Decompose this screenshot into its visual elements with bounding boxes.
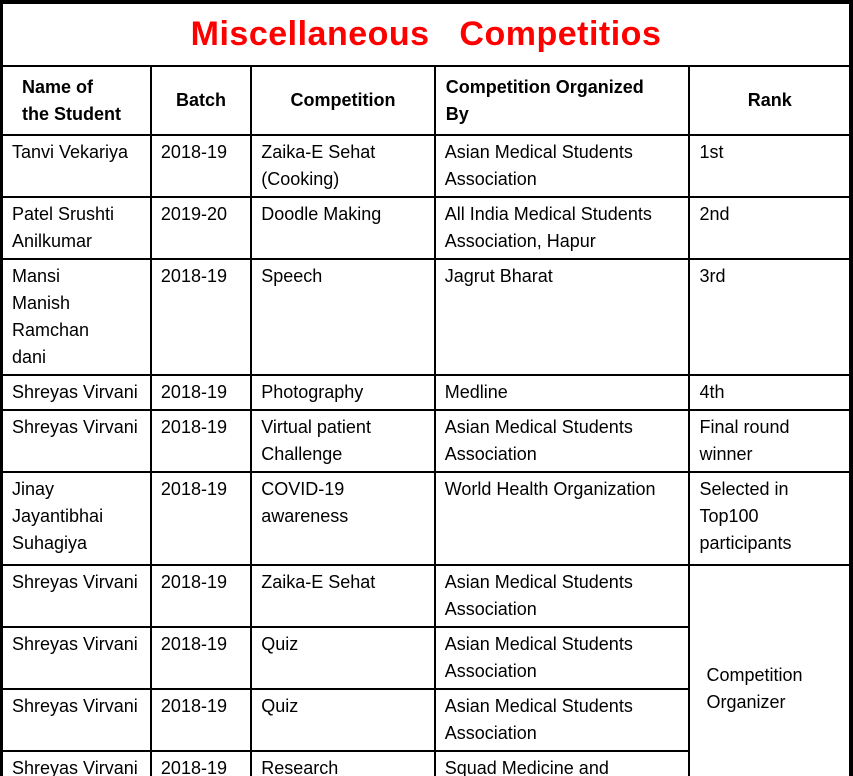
column-header-batch: Batch: [149, 65, 253, 136]
title-cell: Miscellaneous Competitios: [0, 1, 852, 67]
cell-competition: Zaika-E Sehat (Cooking): [250, 134, 436, 198]
cell-organized-by: Medline: [433, 374, 691, 411]
table-row: Shreyas Virvani 2018-19 Virtual patient …: [0, 409, 852, 473]
cell-organized-by: World Health Organization: [433, 471, 691, 566]
cell-organized-by: All India Medical Students Association, …: [433, 196, 691, 260]
cell-batch: 2018-19: [149, 750, 253, 776]
table-row: Tanvi Vekariya 2018-19 Zaika-E Sehat (Co…: [0, 134, 852, 198]
cell-rank: 2nd: [688, 196, 852, 260]
table-row: Shreyas Virvani 2018-19 Quiz Asian Medic…: [0, 626, 852, 690]
table-row: Jinay Jayantibhai Suhagiya 2018-19 COVID…: [0, 471, 852, 566]
cell-student-name: Shreyas Virvani: [0, 750, 152, 776]
column-header-rank: Rank: [688, 65, 852, 136]
title-row: Miscellaneous Competitios: [0, 1, 852, 67]
cell-batch: 2018-19: [149, 134, 253, 198]
cell-rank: Selected in Top100 participants: [688, 471, 852, 566]
table-row: Patel Srushti Anilkumar 2019-20 Doodle M…: [0, 196, 852, 260]
page-title: Miscellaneous Competitios: [190, 15, 662, 53]
cell-batch: 2019-20: [149, 196, 253, 260]
cell-student-name: Mansi Manish Ramchan dani: [0, 258, 152, 376]
table-row: Mansi Manish Ramchan dani 2018-19 Speech…: [0, 258, 852, 376]
cell-student-name: Shreyas Virvani: [0, 409, 152, 473]
cell-batch: 2018-19: [149, 626, 253, 690]
column-header-organized-by: Competition Organized By: [433, 65, 691, 136]
cell-student-name: Patel Srushti Anilkumar: [0, 196, 152, 260]
column-header-name: Name of the Student: [0, 65, 152, 136]
table-row: Shreyas Virvani 2018-19 Zaika-E Sehat As…: [0, 564, 852, 776]
cell-organized-by: Asian Medical Students Association: [433, 626, 691, 690]
cell-student-name: Shreyas Virvani: [0, 626, 152, 690]
cell-competition: COVID-19 awareness: [250, 471, 436, 566]
cell-organized-by: Asian Medical Students Association: [433, 409, 691, 473]
cell-organized-by: Jagrut Bharat: [433, 258, 691, 376]
cell-rank: 1st: [688, 134, 852, 198]
cell-competition: Photography: [250, 374, 436, 411]
cell-student-name: Shreyas Virvani: [0, 688, 152, 752]
cell-competition: Doodle Making: [250, 196, 436, 260]
cell-student-name: Jinay Jayantibhai Suhagiya: [0, 471, 152, 566]
cell-batch: 2018-19: [149, 374, 253, 411]
cell-batch: 2018-19: [149, 409, 253, 473]
cell-batch: 2018-19: [149, 564, 253, 628]
cell-rank: 4th: [688, 374, 852, 411]
cell-competition: Quiz: [250, 688, 436, 752]
cell-organized-by: Asian Medical Students Association: [433, 134, 691, 198]
cell-competition: Virtual patient Challenge: [250, 409, 436, 473]
cell-organized-by: Squad Medicine and Research: [433, 750, 691, 776]
column-header-competition: Competition: [250, 65, 436, 136]
cell-batch: 2018-19: [149, 688, 253, 752]
cell-competition: Speech: [250, 258, 436, 376]
cell-rank: Final round winner: [688, 409, 852, 473]
cell-rank-merged: Competition Organizer: [688, 564, 852, 776]
cell-student-name: Tanvi Vekariya: [0, 134, 152, 198]
table-row: Shreyas Virvani 2018-19 Research present…: [0, 750, 852, 776]
table-row: Shreyas Virvani 2018-19 Photography Medl…: [0, 374, 852, 411]
cell-batch: 2018-19: [149, 471, 253, 566]
cell-rank: 3rd: [688, 258, 852, 376]
table-row: Shreyas Virvani 2018-19 Quiz Asian Medic…: [0, 688, 852, 752]
cell-student-name: Shreyas Virvani: [0, 374, 152, 411]
cell-organized-by: Asian Medical Students Association: [433, 564, 691, 628]
cell-competition: Research presentation: [250, 750, 436, 776]
cell-batch: 2018-19: [149, 258, 253, 376]
cell-student-name: Shreyas Virvani: [0, 564, 152, 628]
header-row: Name of the Student Batch Competition Co…: [0, 65, 852, 136]
cell-competition: Zaika-E Sehat: [250, 564, 436, 628]
cell-competition: Quiz: [250, 626, 436, 690]
cell-organized-by: Asian Medical Students Association: [433, 688, 691, 752]
